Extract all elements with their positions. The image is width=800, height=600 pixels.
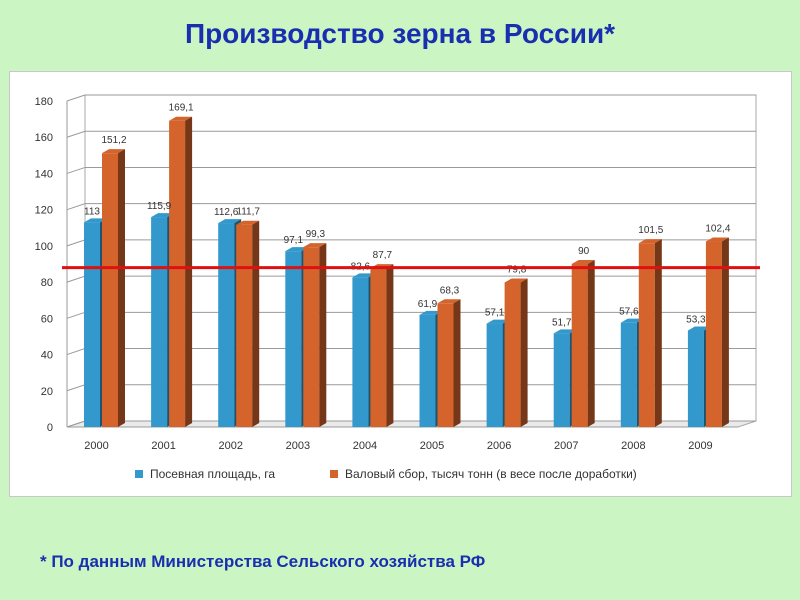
data-label-area: 57,6 [619, 307, 639, 318]
data-label-area: 113 [84, 206, 100, 217]
y-tick-label: 0 [47, 422, 53, 434]
x-tick-label: 2004 [353, 440, 377, 452]
data-label-harvest: 101,5 [638, 225, 663, 236]
x-tick-label: 2006 [487, 440, 511, 452]
data-label-area: 97,1 [284, 235, 304, 246]
y-tick-label: 40 [41, 350, 53, 362]
x-tick-label: 2008 [621, 440, 645, 452]
y-tick-label: 80 [41, 277, 53, 289]
bar-2001-harvest [169, 116, 193, 427]
bar-2007-harvest [571, 260, 595, 427]
gridline [66, 130, 756, 138]
legend: Посевная площадь, га Валовый сбор, тысяч … [135, 467, 637, 481]
legend-label-area: Посевная площадь, га [150, 467, 275, 481]
footnote: * По данным Министерства Сельского хозяй… [40, 552, 486, 571]
data-label-harvest: 111,7 [236, 207, 260, 218]
data-label-area: 51,7 [552, 317, 572, 328]
slide-title: Производство зерна в России* [184, 18, 616, 49]
x-tick-label: 2005 [420, 440, 444, 452]
y-tick-label: 20 [41, 386, 53, 398]
y-tick-label: 120 [35, 205, 53, 217]
data-label-area: 115,9 [147, 201, 172, 212]
bar-2004-harvest [370, 264, 394, 427]
data-label-harvest: 169,1 [169, 103, 194, 114]
data-label-area: 61,9 [418, 299, 438, 310]
x-tick-label: 2002 [219, 440, 243, 452]
data-label-harvest: 79,8 [507, 264, 527, 275]
x-tick-label: 2000 [84, 440, 108, 452]
data-label-harvest: 99,3 [306, 229, 326, 240]
gridline [66, 203, 756, 211]
data-label-harvest: 90 [578, 246, 590, 257]
legend-swatch-harvest [330, 470, 338, 478]
gridline [66, 166, 756, 174]
data-label-harvest: 87,7 [373, 250, 393, 261]
bar-2008-harvest [638, 239, 662, 427]
data-label-harvest: 151,2 [101, 135, 126, 146]
legend-label-harvest: Валовый сбор, тысяч тонн (в весе после д… [345, 467, 637, 481]
bar-2000-harvest [102, 149, 125, 427]
legend-swatch-area [135, 470, 143, 478]
y-tick-label: 140 [35, 168, 53, 180]
bar-2009-harvest [705, 237, 729, 427]
chart-panel: 0 20 40 60 80 100 120 140 160 180 2000 2001 2002 2003… [9, 71, 792, 497]
y-tick-label: 100 [35, 241, 53, 253]
data-label-area: 57,1 [485, 308, 505, 319]
data-label-area: 112,6 [214, 207, 239, 218]
x-tick-label: 2001 [151, 440, 175, 452]
bar-2005-harvest [437, 299, 461, 427]
data-label-area: 53,3 [686, 314, 706, 325]
data-label-harvest: 68,3 [440, 285, 460, 296]
x-tick-label: 2009 [688, 440, 712, 452]
gridline [66, 94, 756, 102]
y-tick-label: 180 [35, 96, 53, 108]
bar-2006-harvest [504, 278, 528, 427]
x-tick-label: 2007 [554, 440, 578, 452]
x-tick-label: 2003 [286, 440, 310, 452]
bar-chart: 0 20 40 60 80 100 120 140 160 180 2000 2001 2002 2003… [35, 94, 760, 481]
bar-2002-harvest [236, 220, 260, 427]
y-tick-label: 160 [35, 132, 53, 144]
bars-layer [84, 116, 729, 427]
bar-2003-harvest [303, 243, 327, 427]
data-label-harvest: 102,4 [705, 224, 730, 235]
y-tick-label: 60 [41, 313, 53, 325]
